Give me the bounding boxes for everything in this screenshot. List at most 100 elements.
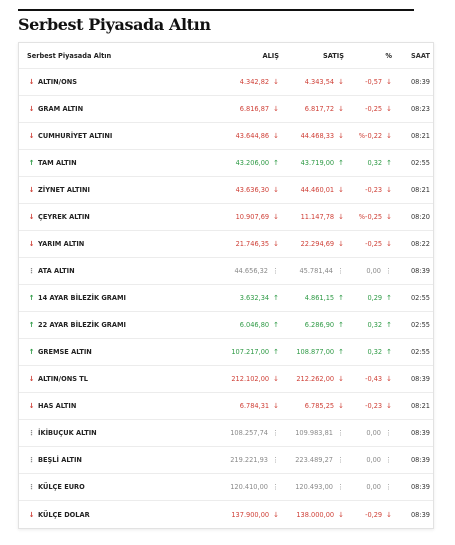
trend-icon: ⋮ (337, 429, 344, 437)
trend-icon: ↑ (273, 159, 279, 167)
change: 0,32 (367, 321, 383, 329)
trend-icon: ⋮ (28, 429, 35, 437)
trend-icon: ↑ (338, 348, 344, 356)
header-row: Serbest Piyasada Altın ALIŞ SATIŞ % SAAT (19, 43, 433, 69)
sell: 223.489,27 (295, 456, 333, 464)
change: -0,25 (365, 240, 383, 248)
sell: 109.983,81 (295, 429, 333, 437)
name-cell: ↑ GREMSE ALTIN (19, 348, 199, 356)
trend-icon: ↓ (273, 105, 279, 113)
time: 02:55 (410, 159, 430, 167)
trend-icon: ↑ (386, 348, 392, 356)
buy: 44.656,32 (234, 267, 268, 275)
name: 22 AYAR BİLEZİK GRAMI (38, 321, 126, 329)
trend-icon: ↓ (273, 78, 279, 86)
change-cell: -0,23 ↓ (344, 186, 392, 194)
sell: 43.719,00 (300, 159, 335, 167)
sell: 4.343,54 (304, 78, 335, 86)
trend-icon: ⋮ (337, 456, 344, 464)
sell-cell: 223.489,27 ⋮ (279, 456, 344, 464)
buy-cell: 219.221,93 ⋮ (199, 456, 279, 464)
sell-cell: 44.468,33 ↓ (279, 132, 344, 140)
sell: 6.785,25 (304, 402, 335, 410)
change: -0,25 (365, 105, 383, 113)
sell-cell: 120.493,00 ⋮ (279, 483, 344, 491)
name-cell: ↓ GRAM ALTIN (19, 105, 199, 113)
row: ↓ ALTIN/ONS TL 212.102,00 ↓ 212.262,00 ↓ -0,43… (19, 366, 433, 393)
time: 08:39 (410, 456, 430, 464)
row: ↓ GRAM ALTIN 6.816,87 ↓ 6.817,72 ↓ -0,25 ↓ 08:23 (19, 96, 433, 123)
name-cell: ↑ TAM ALTIN (19, 159, 199, 167)
row: ↑ TAM ALTIN 43.206,00 ↑ 43.719,00 ↑ 0,32 ↑ 02:55 (19, 150, 433, 177)
buy-cell: 3.632,34 ↑ (199, 294, 279, 302)
column-header: SATIŞ (322, 51, 344, 60)
name: 14 AYAR BİLEZİK GRAMI (38, 294, 126, 302)
buy-cell: 21.746,35 ↓ (199, 240, 279, 248)
buy: 107.217,00 (231, 348, 270, 356)
trend-icon: ↓ (28, 240, 35, 248)
row: ↓ YARIM ALTIN 21.746,35 ↓ 22.294,69 ↓ -0,25 ↓ 08… (19, 231, 433, 258)
name-cell: ↓ ÇEYREK ALTIN (19, 213, 199, 221)
time: 02:55 (410, 321, 430, 329)
sell-cell: 109.983,81 ⋮ (279, 429, 344, 437)
time: 08:21 (410, 132, 430, 140)
name-cell: ↓ ZİYNET ALTINI (19, 186, 199, 194)
sell: 212.262,00 (296, 375, 335, 383)
trend-icon: ↓ (338, 375, 344, 383)
buy: 43.206,00 (235, 159, 270, 167)
trend-icon: ⋮ (272, 456, 279, 464)
name-cell: ↓ ALTIN/ONS TL (19, 375, 199, 383)
change: -0,29 (365, 510, 383, 519)
trend-icon: ↓ (273, 213, 279, 221)
trend-icon: ⋮ (337, 483, 344, 491)
change-cell: -0,29 ↓ (344, 511, 392, 519)
row: ⋮ BEŞLİ ALTIN 219.221,93 ⋮ 223.489,27 ⋮ 0,00 ⋮ 0… (19, 447, 433, 474)
sell-cell: 4.861,15 ↑ (279, 294, 344, 302)
change-cell: 0,32 ↑ (344, 348, 392, 356)
change: 0,00 (366, 456, 381, 464)
trend-icon: ⋮ (272, 483, 279, 491)
name: ATA ALTIN (38, 267, 75, 275)
sell-cell: 4.343,54 ↓ (279, 78, 344, 86)
name-cell: ↓ ALTIN/ONS (19, 78, 199, 86)
price-table: Serbest Piyasada Altın ALIŞ SATIŞ % SAAT… (18, 42, 434, 529)
trend-icon: ↑ (273, 348, 279, 356)
trend-icon: ↓ (28, 132, 35, 140)
trend-icon: ↓ (386, 186, 392, 194)
time: 08:39 (410, 429, 430, 437)
time: 08:22 (410, 240, 430, 248)
buy-cell: 43.644,86 ↓ (199, 132, 279, 140)
row: ⋮ ATA ALTIN 44.656,32 ⋮ 45.781,44 ⋮ 0,00 ⋮ 08:39 (19, 258, 433, 285)
sell: 6.286,90 (304, 321, 335, 329)
change: -0,23 (365, 402, 383, 410)
buy: 10.907,69 (235, 213, 270, 221)
time: 08:23 (410, 105, 430, 113)
row: ↓ CUMHURİYET ALTINI 43.644,86 ↓ 44.468,33 ↓ %-… (19, 123, 433, 150)
trend-icon: ↓ (273, 132, 279, 140)
buy-cell: 212.102,00 ↓ (199, 375, 279, 383)
name-cell: ⋮ KÜLÇE EURO (19, 483, 199, 491)
name: İKİBUÇUK ALTIN (38, 429, 97, 437)
trend-icon: ↑ (28, 294, 35, 302)
sell-cell: 43.719,00 ↑ (279, 159, 344, 167)
trend-icon: ↓ (273, 402, 279, 410)
trend-icon: ↓ (338, 213, 344, 221)
buy-cell: 4.342,82 ↓ (199, 78, 279, 86)
change: -0,57 (365, 78, 383, 86)
trend-icon: ↓ (28, 510, 35, 519)
name-cell: ↓ KÜLÇE DOLAR (19, 511, 199, 519)
sell-cell: 44.460,01 ↓ (279, 186, 344, 194)
buy-cell: 6.046,80 ↑ (199, 321, 279, 329)
trend-icon: ⋮ (272, 267, 279, 275)
buy-cell: 44.656,32 ⋮ (199, 267, 279, 275)
time: 08:20 (410, 213, 430, 221)
row: ↓ KÜLÇE DOLAR 137.900,00 ↓ 138.000,00 ↓ -0,29 ↓… (19, 501, 433, 528)
trend-icon: ↓ (386, 78, 392, 86)
trend-icon: ↓ (28, 78, 35, 86)
sell: 4.861,15 (304, 294, 335, 302)
buy-cell: 43.206,00 ↑ (199, 159, 279, 167)
time: 08:21 (410, 186, 430, 194)
buy-cell: 137.900,00 ↓ (199, 511, 279, 519)
name: ALTIN/ONS TL (38, 375, 88, 383)
trend-icon: ↓ (28, 375, 35, 383)
